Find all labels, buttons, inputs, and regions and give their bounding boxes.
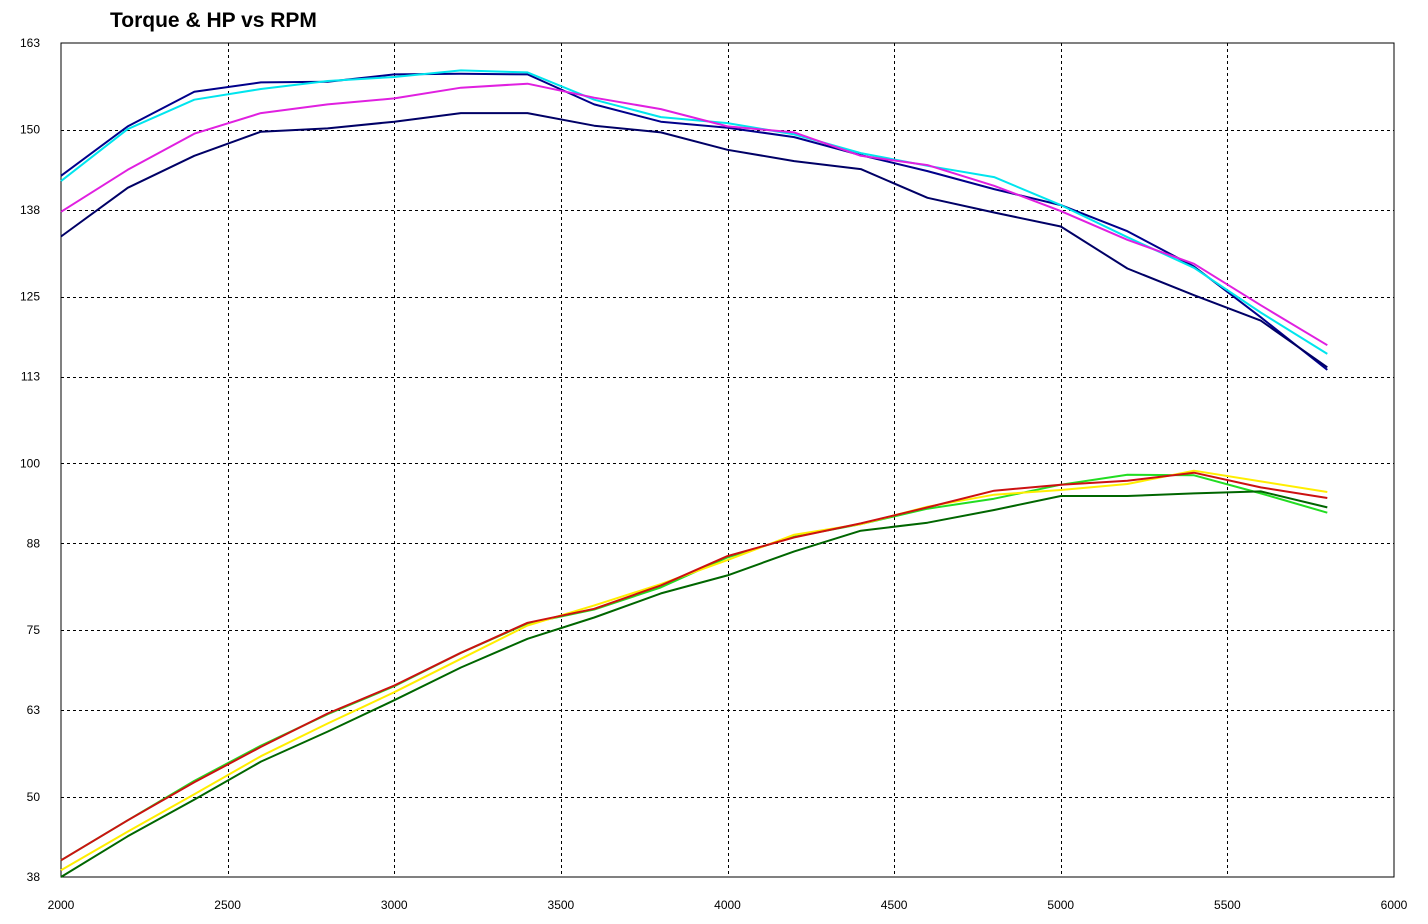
series-line-6 — [60, 469, 1328, 872]
plot-frame — [60, 42, 1395, 878]
x-tick-label: 2500 — [214, 898, 241, 912]
series-line-7 — [60, 471, 1328, 862]
x-tick-label: 6000 — [1381, 898, 1408, 912]
series-line-2 — [60, 69, 1328, 355]
y-tick-label: 125 — [20, 290, 40, 304]
y-tick-label: 63 — [27, 703, 41, 717]
y-tick-label: 38 — [27, 870, 41, 884]
series-line-8 — [60, 490, 1328, 878]
x-tick-label: 4500 — [881, 898, 908, 912]
y-tick-label: 113 — [21, 370, 40, 384]
y-tick-label: 75 — [27, 623, 41, 637]
x-tick-label: 2000 — [48, 898, 75, 912]
grid-layer — [61, 43, 1394, 877]
series-line-5 — [60, 473, 1328, 862]
series-layer — [60, 69, 1328, 878]
y-tick-label: 88 — [27, 536, 41, 550]
series-line-3 — [60, 82, 1328, 347]
chart-title: Torque & HP vs RPM — [110, 9, 317, 32]
x-tick-label: 3500 — [548, 898, 575, 912]
x-tick-label: 5000 — [1047, 898, 1074, 912]
y-tick-label: 138 — [20, 203, 40, 217]
x-axis-ticks: 2000 2500 3000 3500 4000 4500 5000 5500 6000 — [48, 898, 1408, 912]
y-tick-label: 150 — [20, 123, 40, 137]
y-tick-label: 100 — [20, 456, 40, 470]
x-tick-label: 4000 — [714, 898, 741, 912]
series-line-4 — [60, 112, 1328, 369]
y-tick-label: 50 — [27, 790, 41, 804]
x-tick-label: 5500 — [1214, 898, 1241, 912]
x-tick-label: 3000 — [381, 898, 408, 912]
y-tick-label: 163 — [20, 36, 40, 50]
y-axis-ticks: 38 50 63 75 88 100 113 125 138 150 163 — [20, 36, 40, 884]
series-line-1 — [60, 72, 1328, 371]
